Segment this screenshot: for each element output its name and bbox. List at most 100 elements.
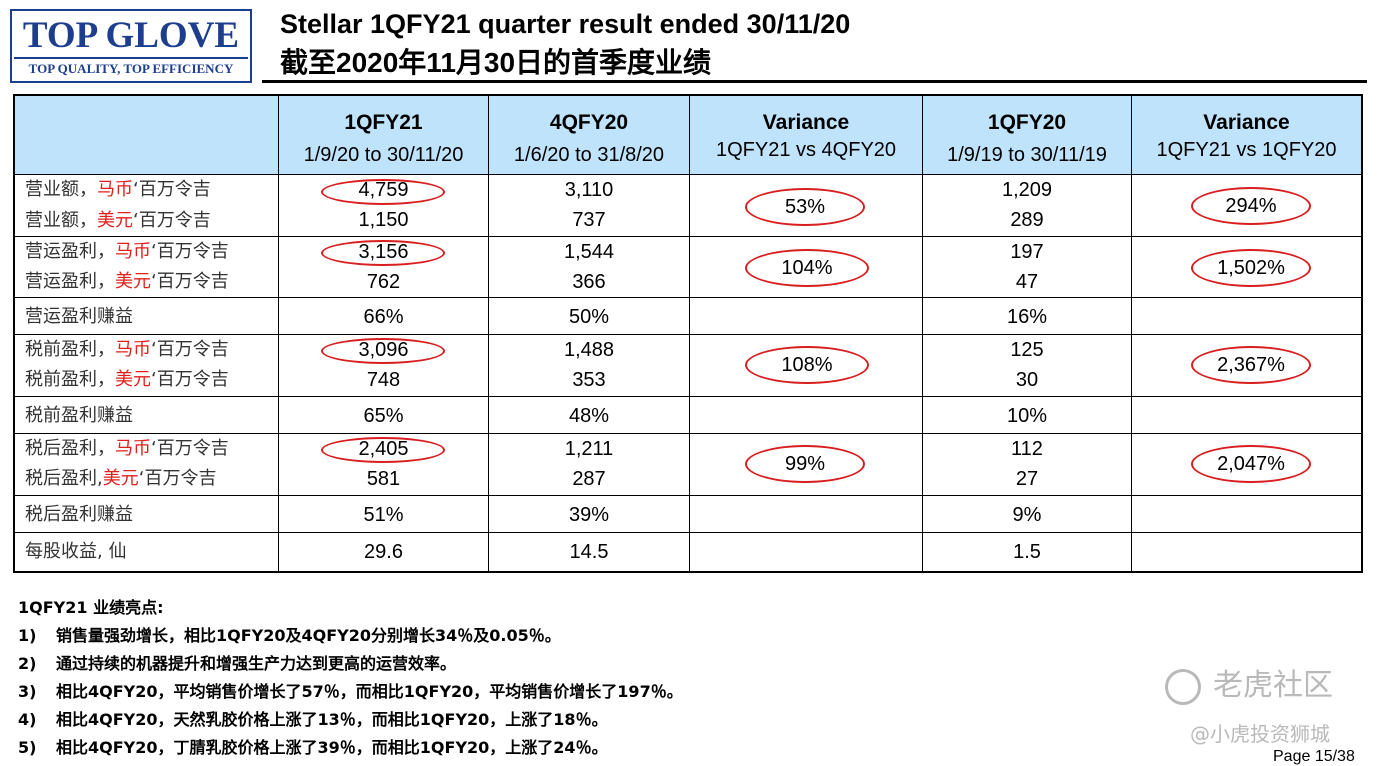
value-myr: 125 [1010,339,1044,361]
header-variance-qoq: Variance 1QFY21 vs 4QFY20 [690,96,923,175]
highlight-circle [1191,249,1311,287]
column-name: 1QFY21 [344,111,423,134]
column-name: 1QFY20 [987,111,1067,134]
row-label-pbt: 税前盈利，马币‘百万令吉 税前盈利，美元‘百万令吉 [15,335,279,397]
cell-op-margin-4qfy20: 50% [489,298,690,335]
highlight-circle [745,346,869,384]
cell-pbt-variance-qoq: 108% [690,335,923,397]
cell-op-margin-1qfy21: 66% [279,298,489,335]
highlight-circle [321,437,445,463]
cell-pbt-1qfy21: 3,096 748 [279,335,489,397]
highlight-item: 3) 相比4QFY20，平均销售价增长了57％，而相比1QFY20，平均销售价增长… [18,682,683,701]
cell-op-profit-4qfy20: 1,544 366 [489,237,690,298]
watermark-handle: @小虎投资狮城 [1190,722,1330,746]
value-myr: 3,096 [358,339,409,361]
cell-eps-variance-qoq [690,533,923,571]
watermark-brand: 老虎社区 [1165,660,1333,705]
variance-value: 99% [784,453,826,475]
column-period: 1/6/20 to 31/8/20 [513,144,665,166]
value: 39% [568,504,610,526]
cell-eps-variance-yoy [1132,533,1361,571]
value-usd: 366 [572,271,606,293]
value-myr: 1,488 [563,339,615,361]
cell-pbt-variance-yoy: 2,367% [1132,335,1361,397]
company-logo: TOP GLOVE TOP QUALITY, TOP EFFICIENCY [10,9,252,83]
highlight-circle [1191,187,1311,225]
value: 10% [1006,405,1048,427]
row-label-operating-profit: 营运盈利，马币‘百万令吉 营运盈利，美元‘百万令吉 [15,237,279,298]
cell-pbt-margin-1qfy20: 10% [923,397,1132,434]
cell-op-margin-variance-yoy [1132,298,1361,335]
cell-revenue-variance-yoy: 294% [1132,175,1361,237]
variance-value: 53% [784,196,826,218]
cell-pat-margin-1qfy20: 9% [923,496,1132,533]
cell-revenue-1qfy21: 4,759 1,150 [279,175,489,237]
row-label-eps: 每股收益, 仙 [15,533,279,571]
value: 48% [568,405,610,427]
value-usd: 287 [572,468,606,490]
value-usd: 762 [366,271,401,293]
value-myr: 3,156 [358,241,409,263]
highlight-circle [745,445,865,483]
value-myr: 1,544 [563,241,615,263]
value-usd: 30 [1015,369,1039,391]
header-4qfy20: 4QFY20 1/6/20 to 31/8/20 [489,96,690,175]
slide-title: Stellar 1QFY21 quarter result ended 30/1… [280,9,851,39]
variance-value: 2,047% [1217,453,1285,475]
row-label-pat-margin: 税后盈利赚益 [15,496,279,533]
cell-pbt-1qfy20: 125 30 [923,335,1132,397]
value-usd: 737 [572,209,606,231]
cell-op-profit-1qfy20: 197 47 [923,237,1132,298]
row-label-revenue: 营业额，马币‘百万令吉 营业额，美元‘百万令吉 [15,175,279,237]
highlights-heading: 1QFY21 业绩亮点: [18,598,164,617]
value-usd: 353 [572,369,606,391]
column-name: 4QFY20 [549,111,629,134]
highlights-section: 1QFY21 业绩亮点: 1) 销售量强劲增长，相比1QFY20及4QFY20分别… [18,594,683,762]
highlight-circle [321,179,445,205]
value-myr: 3,110 [564,179,614,201]
highlight-item: 1) 销售量强劲增长，相比1QFY20及4QFY20分别增长34％及0.05％。 [18,626,561,645]
value-myr: 2,405 [358,438,409,460]
logo-name: TOP GLOVE [22,15,240,56]
value: 51% [363,504,404,526]
highlight-circle [321,240,445,266]
cell-pbt-margin-variance-qoq [690,397,923,434]
cell-op-margin-variance-qoq [690,298,923,335]
value: 50% [568,306,610,328]
highlight-circle [1191,346,1311,384]
row-label-pbt-margin: 税前盈利赚益 [15,397,279,434]
value-usd: 27 [1015,468,1039,490]
variance-value: 2,367% [1217,354,1285,376]
value: 16% [1006,306,1048,328]
variance-value: 104% [781,257,833,279]
value-myr: 1,209 [1001,179,1053,201]
header-corner [15,96,279,175]
highlight-circle [1191,445,1311,483]
value: 1.5 [1013,541,1041,563]
column-period: 1QFY21 vs 1QFY20 [1156,139,1337,161]
slide-subtitle: 截至2020年11月30日的首季度业绩 [280,47,712,78]
cell-pbt-margin-1qfy21: 65% [279,397,489,434]
cell-pat-margin-4qfy20: 39% [489,496,690,533]
cell-op-profit-variance-yoy: 1,502% [1132,237,1361,298]
cell-pat-margin-variance-qoq [690,496,923,533]
cell-pat-margin-variance-yoy [1132,496,1361,533]
cell-pat-1qfy21: 2,405 581 [279,434,489,496]
value-myr: 197 [1010,241,1044,263]
value-usd: 748 [366,369,401,391]
value-usd: 581 [366,468,401,490]
value: 65% [363,405,404,427]
cell-pat-4qfy20: 1,211 287 [489,434,690,496]
cell-pat-variance-qoq: 99% [690,434,923,496]
tiger-community-icon [1165,668,1201,705]
column-name: Variance [1203,111,1290,134]
header-variance-yoy: Variance 1QFY21 vs 1QFY20 [1132,96,1361,175]
column-period: 1/9/20 to 30/11/20 [303,144,464,166]
cell-op-profit-1qfy21: 3,156 762 [279,237,489,298]
highlight-item: 4) 相比4QFY20，天然乳胶价格上涨了13％，而相比1QFY20，上涨了18％… [18,710,608,729]
value: 9% [1012,504,1042,526]
row-label-operating-margin: 营运盈利赚益 [15,298,279,335]
cell-op-margin-1qfy20: 16% [923,298,1132,335]
value-myr: 112 [1011,438,1043,460]
cell-eps-4qfy20: 14.5 [489,533,690,571]
